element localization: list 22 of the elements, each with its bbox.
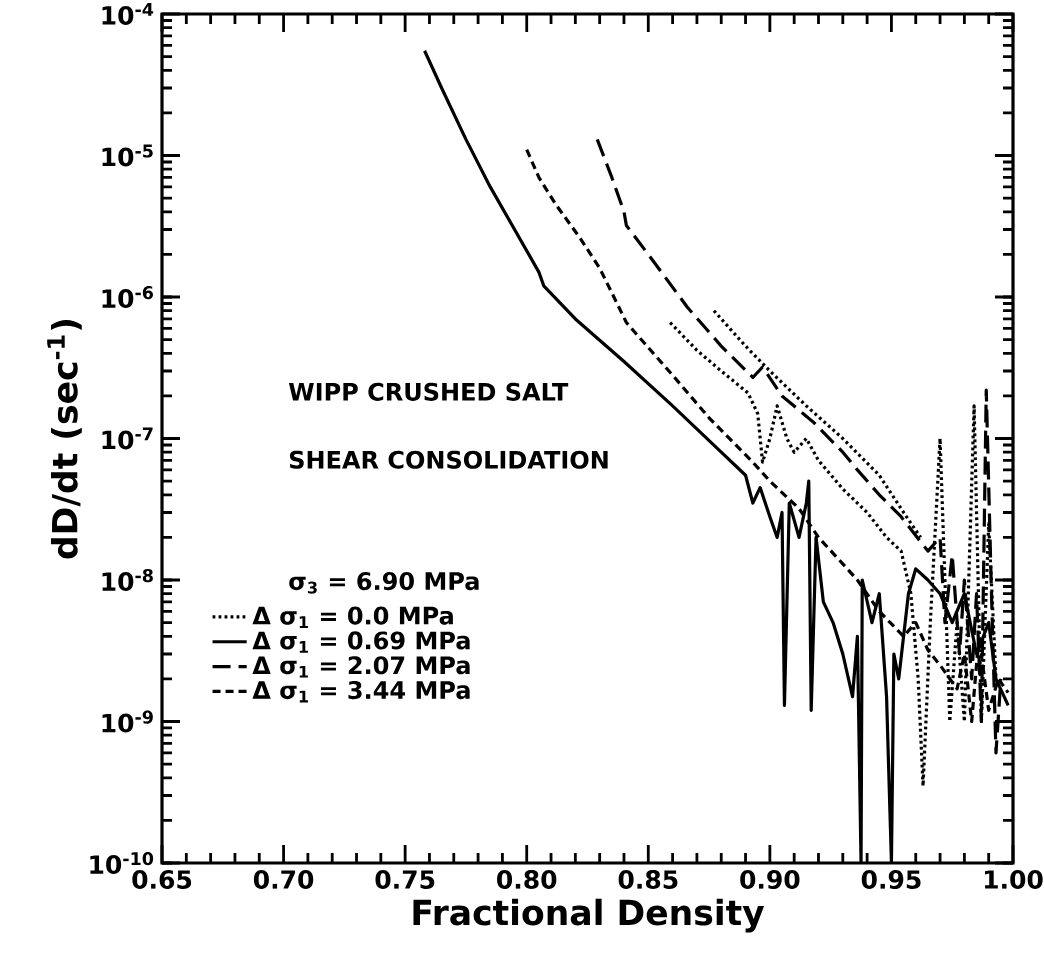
legend-label: Δ σ$_{1}$ = 3.44 MPa: [252, 680, 470, 703]
legend-label: Δ σ$_{1}$ = 0.69 MPa: [252, 631, 470, 653]
legend-label: Δ σ$_{1}$ = 0.0 MPa: [252, 606, 453, 628]
y-tick-label: 10$^{-5}$: [102, 144, 153, 167]
x-tick-label: 1.00: [984, 870, 1043, 889]
x-tick-label: 0.80: [497, 870, 557, 889]
x-tick-label: 0.95: [861, 870, 921, 889]
x-axis-title: Fractional Density: [413, 898, 765, 933]
annotation: SHEAR CONSOLIDATION: [289, 450, 608, 469]
y-axis-title: dD/dt (sec$^{-1}$): [47, 319, 82, 559]
y-tick-label: 10$^{-9}$: [102, 710, 153, 733]
y-tick-label: 10$^{-8}$: [102, 568, 153, 592]
annotation: WIPP CRUSHED SALT: [288, 382, 569, 401]
y-tick-label: 10$^{-7}$: [102, 427, 153, 450]
legend-label: Δ σ$_{1}$ = 2.07 MPa: [252, 656, 470, 678]
x-tick-label: 0.75: [375, 870, 435, 889]
x-tick-label: 0.85: [618, 870, 678, 889]
y-tick-label: 10$^{-4}$: [102, 3, 154, 25]
y-tick-label: 10$^{-6}$: [102, 285, 153, 309]
x-tick-label: 0.90: [740, 870, 800, 889]
x-tick-label: 0.70: [253, 870, 314, 889]
annotation: σ$_{3}$ = 6.90 MPa: [289, 572, 479, 594]
